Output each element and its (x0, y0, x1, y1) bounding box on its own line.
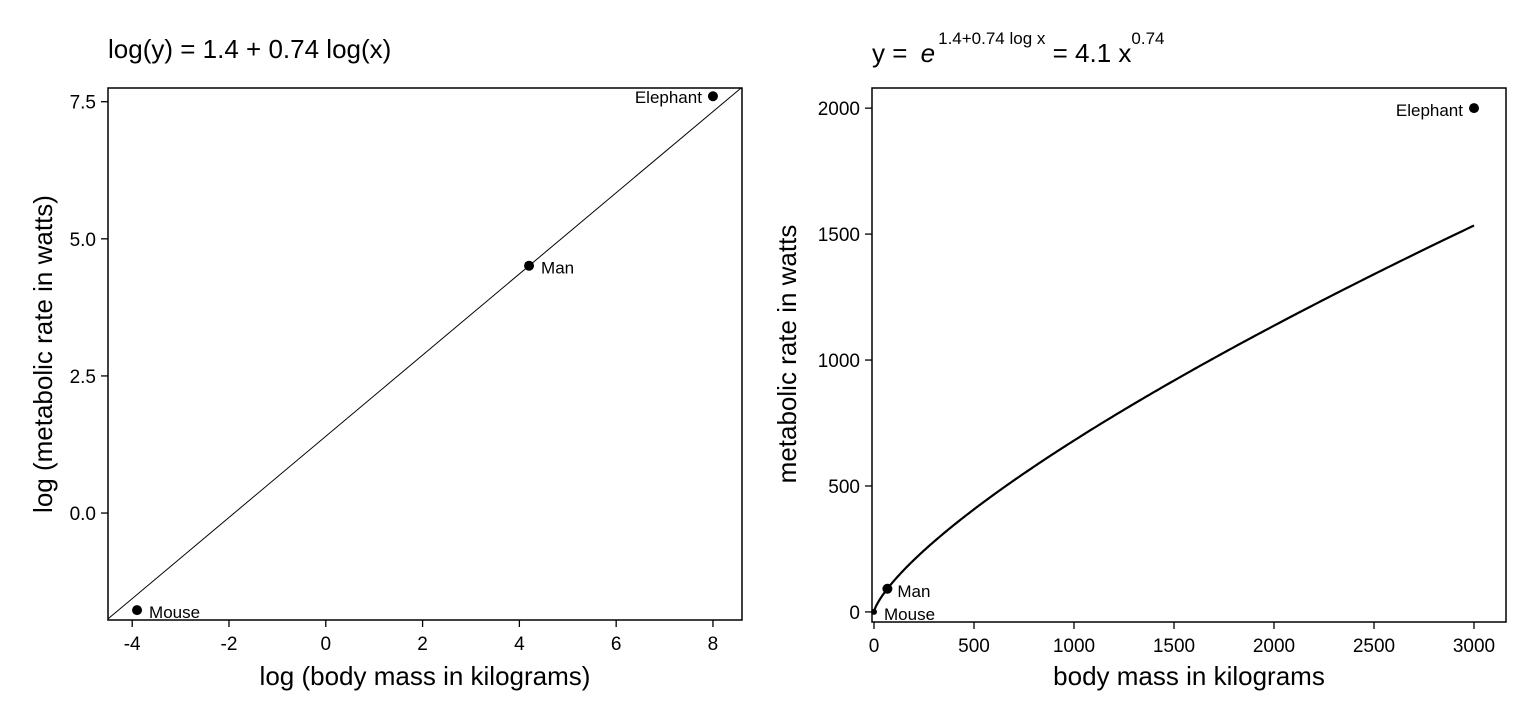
right-points-group: Mouse Man Elephant (871, 101, 1479, 624)
x-tick-label: 4 (514, 634, 525, 655)
x-tick-label: 2000 (1253, 636, 1295, 657)
right-title-power: 0.74 (1131, 29, 1164, 48)
y-tick-label: 5.0 (70, 230, 96, 251)
point-label-man: Man (541, 259, 574, 278)
x-tick-label: 3000 (1453, 636, 1495, 657)
left-title-slope: 0.74 (268, 34, 319, 64)
left-title: log(y) = 1.4 + 0.74 log(x) (108, 34, 391, 64)
left-title-suffix: log(x) (319, 34, 391, 64)
y-tick-label: 1500 (818, 225, 860, 246)
right-y-axis: 0 500 1000 1500 2000 (818, 99, 872, 624)
left-y-axis-title: log (metabolic rate in watts) (28, 195, 58, 513)
right-plot-frame (871, 87, 1507, 623)
point-label-elephant: Elephant (1396, 101, 1463, 120)
left-title-intercept: 1.4 (203, 34, 239, 64)
y-tick-label: 1000 (818, 351, 860, 372)
x-tick-label: 0 (320, 634, 331, 655)
right-panel: y = e 1.4+0.74 log x = 4.1 x0.74 Mouse Man… (772, 29, 1507, 691)
right-x-axis: 0 500 1000 1500 2000 2500 3000 (869, 622, 1495, 657)
left-points-group: Mouse Man Elephant (132, 88, 718, 622)
right-title: y = e 1.4+0.74 log x = 4.1 x0.74 (872, 29, 1164, 68)
left-panel: log(y) = 1.4 + 0.74 log(x) Mouse Man Eleph… (28, 34, 743, 691)
point-label-mouse: Mouse (149, 603, 200, 622)
x-tick-label: 500 (958, 636, 990, 657)
right-power-curve (872, 224, 1475, 613)
right-title-base: e (921, 38, 935, 68)
data-point-elephant (1469, 103, 1479, 114)
left-fit-line (107, 87, 742, 620)
right-curve-group (872, 224, 1475, 613)
data-point-man (882, 583, 893, 594)
right-title-equals: = 4.1 x (1045, 38, 1131, 68)
x-tick-label: 0 (869, 636, 880, 657)
left-plot-frame (107, 87, 743, 621)
x-tick-label: -4 (124, 634, 141, 655)
point-label-mouse: Mouse (884, 605, 935, 624)
left-fit-line-group (107, 87, 742, 620)
left-title-plus: + (239, 34, 269, 64)
right-x-axis-title: body mass in kilograms (1053, 661, 1325, 691)
right-title-exponent: 1.4+0.74 log x (938, 29, 1046, 48)
data-point-mouse (132, 605, 143, 616)
y-tick-label: 0.0 (70, 504, 96, 525)
left-x-axis: -4 -2 0 2 4 6 8 (124, 620, 719, 655)
y-tick-label: 2000 (818, 99, 860, 120)
left-x-axis-title: log (body mass in kilograms) (260, 661, 591, 691)
x-tick-label: 2500 (1353, 636, 1395, 657)
right-y-axis-title: metabolic rate in watts (772, 225, 802, 484)
point-label-man: Man (897, 582, 930, 601)
x-tick-label: 8 (708, 634, 719, 655)
data-point-man (524, 260, 535, 271)
x-tick-label: 2 (417, 634, 428, 655)
data-point-mouse (871, 608, 878, 615)
y-tick-label: 7.5 (70, 93, 96, 114)
left-title-prefix: log(y) = (108, 34, 203, 64)
y-tick-label: 2.5 (70, 367, 96, 388)
y-tick-label: 500 (828, 477, 860, 498)
data-point-elephant (707, 91, 718, 102)
x-tick-label: 1500 (1153, 636, 1195, 657)
point-label-elephant: Elephant (635, 88, 702, 107)
y-tick-label: 0 (849, 603, 860, 624)
x-tick-label: 1000 (1053, 636, 1095, 657)
right-title-lhs: y = (872, 38, 915, 68)
x-tick-label: -2 (221, 634, 238, 655)
left-y-axis: 0.0 2.5 5.0 7.5 (70, 93, 108, 525)
x-tick-label: 6 (611, 634, 622, 655)
